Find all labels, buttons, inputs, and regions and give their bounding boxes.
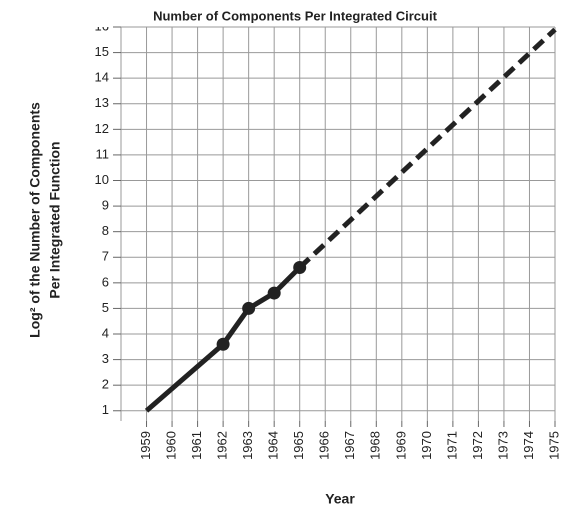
line bbox=[298, 27, 557, 270]
y-axis-label: Log² of the Number of Components bbox=[27, 102, 43, 338]
x-tick-label: 1963 bbox=[240, 431, 255, 460]
y-tick-label: 2 bbox=[102, 377, 109, 392]
y-tick-label: 12 bbox=[95, 121, 109, 136]
x-tick-label: 1962 bbox=[215, 431, 230, 460]
y-axis-label: Per Integrated Function bbox=[47, 141, 63, 298]
y-tick-label: 13 bbox=[95, 95, 109, 110]
x-tick-label: 1968 bbox=[368, 431, 383, 460]
x-tick-label: 1967 bbox=[342, 431, 357, 460]
y-tick-label: 3 bbox=[102, 351, 109, 366]
x-tick-label: 1965 bbox=[291, 431, 306, 460]
x-axis-label: Year bbox=[325, 491, 355, 507]
x-tick-label: 1970 bbox=[419, 431, 434, 460]
y-tick-label: 6 bbox=[102, 274, 109, 289]
y-tick-label: 8 bbox=[102, 223, 109, 238]
x-tick-label: 1966 bbox=[317, 431, 332, 460]
y-tick-label: 14 bbox=[95, 70, 109, 85]
y-tick-label: 16 bbox=[95, 18, 109, 33]
x-tick-label: 1961 bbox=[189, 431, 204, 460]
y-tick-label: 1 bbox=[102, 402, 109, 417]
x-tick-label: 1971 bbox=[444, 431, 459, 460]
x-tick-label: 1969 bbox=[393, 431, 408, 460]
y-tick-label: 9 bbox=[102, 198, 109, 213]
point bbox=[267, 286, 281, 300]
y-tick-label: 11 bbox=[96, 146, 110, 161]
x-tick-label: 1975 bbox=[546, 431, 561, 460]
x-tick-label: 1972 bbox=[470, 431, 485, 460]
point bbox=[216, 337, 230, 351]
y-tick-label: 10 bbox=[95, 172, 109, 187]
chart-title: Number of Components Per Integrated Circ… bbox=[153, 8, 438, 23]
x-tick-label: 1964 bbox=[266, 431, 281, 460]
x-tick-label: 1974 bbox=[521, 431, 536, 460]
y-tick-label: 15 bbox=[95, 44, 109, 59]
x-tick-label: 1959 bbox=[138, 431, 153, 460]
y-tick-label: 5 bbox=[102, 300, 109, 315]
x-tick-label: 1973 bbox=[495, 431, 510, 460]
y-tick-label: 4 bbox=[102, 325, 109, 340]
x-tick-label: 1960 bbox=[163, 431, 178, 460]
y-tick-label: 7 bbox=[102, 249, 109, 264]
point bbox=[242, 301, 256, 315]
